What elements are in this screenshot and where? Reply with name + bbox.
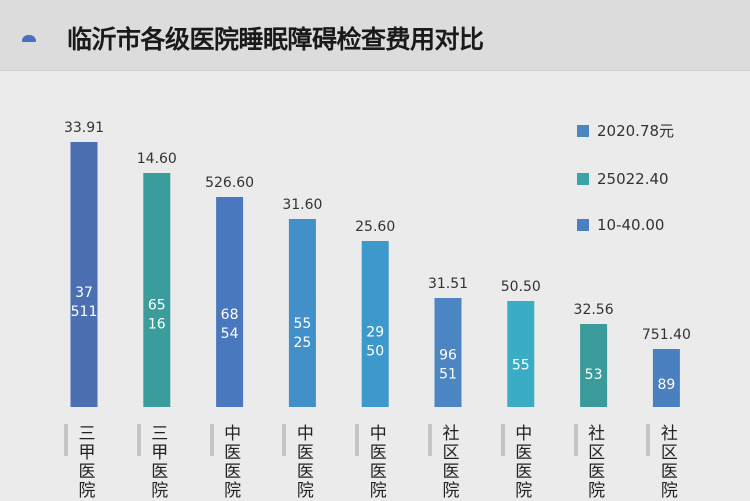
bar-inner-label: 54 — [221, 326, 239, 342]
category-marker — [573, 424, 578, 456]
category-label: 社区医院 — [588, 424, 606, 501]
bar-inner-label: 55 — [512, 358, 530, 374]
bar — [580, 324, 608, 407]
header: 临沂市各级医院睡眠障碍检查费用对比 — [0, 0, 750, 71]
bar — [143, 173, 171, 407]
chart-icon — [22, 35, 36, 42]
category-label: 中医医院 — [369, 424, 387, 501]
page-title: 临沂市各级医院睡眠障碍检查费用对比 — [67, 25, 484, 54]
category-marker — [500, 424, 505, 456]
bar — [652, 349, 680, 407]
bar — [288, 219, 316, 407]
bar-value-label: 31.51 — [428, 276, 468, 292]
category-label: 中医医院 — [224, 424, 242, 501]
bar-value-label: 50.50 — [501, 279, 541, 295]
bar-inner-label: 55 — [293, 316, 311, 332]
category-marker — [646, 424, 651, 456]
category-label: 中医医院 — [515, 424, 533, 501]
category-label: 中医医院 — [296, 424, 314, 501]
bar-inner-label: 50 — [366, 344, 384, 360]
category-label: 社区医院 — [442, 424, 460, 501]
bar-value-label: 14.60 — [137, 151, 177, 167]
legend-swatch — [577, 125, 589, 137]
bar-inner-label: 25 — [293, 335, 311, 351]
bar — [70, 142, 98, 407]
bar-value-label: 31.60 — [282, 197, 322, 213]
bar-inner-label: 51 — [439, 366, 457, 382]
bar-value-label: 32.56 — [574, 302, 614, 318]
category-marker — [209, 424, 214, 456]
legend-item: 10-40.00 — [577, 216, 664, 234]
bar-inner-label: 53 — [585, 367, 603, 383]
bar-inner-label: 65 — [148, 297, 166, 313]
bar-inner-label: 89 — [657, 377, 675, 393]
bar-value-label: 751.40 — [642, 327, 691, 343]
legend-label: 25022.40 — [597, 170, 669, 188]
category-marker — [136, 424, 141, 456]
bar — [216, 197, 244, 407]
bar-inner-label: 29 — [366, 325, 384, 341]
bar — [507, 301, 535, 407]
bar-value-label: 526.60 — [205, 175, 254, 191]
bar — [361, 241, 389, 407]
bar-value-label: 33.91 — [64, 120, 104, 136]
category-marker — [64, 424, 68, 456]
category-marker — [428, 424, 432, 456]
bar-inner-label: 68 — [221, 307, 239, 323]
legend-swatch — [577, 173, 589, 185]
category-label: 三甲医院 — [151, 424, 169, 501]
category-marker — [282, 424, 287, 456]
bar-value-label: 25.60 — [355, 219, 395, 235]
bar-inner-label: 37 — [75, 285, 93, 301]
category-label: 三甲医院 — [78, 424, 96, 501]
bar — [434, 298, 462, 407]
legend-label: 2020.78元 — [597, 122, 675, 140]
category-label: 社区医院 — [660, 424, 678, 501]
bar-inner-label: 511 — [71, 304, 98, 320]
category-marker — [355, 424, 360, 456]
legend-label: 10-40.00 — [597, 216, 665, 234]
legend-item: 2020.78元 — [577, 120, 674, 141]
legend-swatch — [577, 219, 589, 231]
legend-item: 25022.40 — [577, 170, 669, 188]
bar-inner-label: 96 — [439, 347, 457, 363]
bar-inner-label: 16 — [148, 316, 166, 332]
